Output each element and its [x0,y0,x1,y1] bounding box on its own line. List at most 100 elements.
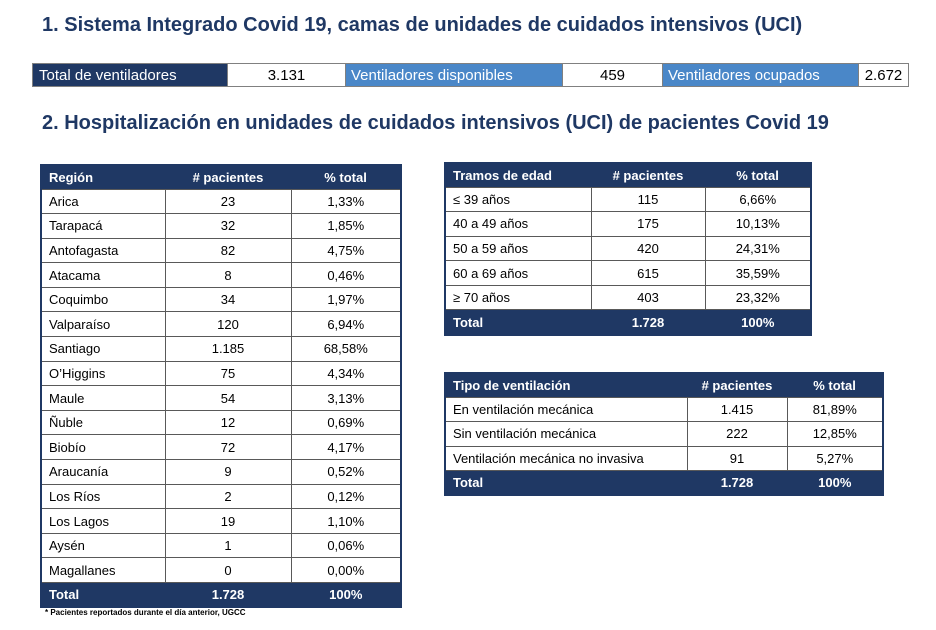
ventilator-summary-bar: Total de ventiladores 3.131 Ventiladores… [32,63,909,87]
total-cell: Total [40,582,166,608]
table-cell: 115 [590,186,706,213]
table-cell: En ventilación mecánica [444,396,688,423]
table-cell: 54 [164,385,292,411]
table-row: Araucanía 9 0,52% [40,459,402,485]
table-row: Sin ventilación mecánica 222 12,85% [444,421,884,447]
table-cell: 0,69% [290,409,402,436]
section2-title: 2. Hospitalización en unidades de cuidad… [42,112,829,134]
table-cell: 420 [590,235,706,262]
table-cell: 0,46% [290,262,402,288]
table-cell: O’Higgins [40,360,166,387]
occupied-ventilators-label: Ventiladores ocupados [663,64,859,86]
table-row: En ventilación mecánica 1.415 81,89% [444,396,884,423]
table-cell: 4,34% [290,360,402,387]
table-cell: Los Ríos [40,483,166,510]
table-cell: 24,31% [704,235,812,262]
table-cell: 175 [590,211,706,237]
table-cell: 82 [164,237,292,264]
table-cell: 0 [164,557,292,583]
column-header: Región [41,165,165,189]
table-cell: 5,27% [786,445,884,472]
table-cell: Sin ventilación mecánica [444,421,688,447]
table-row: O’Higgins 75 4,34% [40,360,402,387]
total-ventilators-value: 3.131 [228,64,346,86]
table-cell: 72 [164,434,292,461]
occupied-ventilators-value: 2.672 [864,66,903,84]
table-cell: 120 [164,311,292,338]
column-header: % total [705,163,811,187]
table-cell: ≤ 39 años [444,186,592,213]
column-header: # pacientes [591,163,705,187]
table-row: 50 a 59 años 420 24,31% [444,235,812,262]
table-row: Tarapacá 32 1,85% [40,213,402,239]
age-table: Tramos de edad # pacientes% total ≤ 39 año… [444,162,812,336]
table-cell: Ventilación mecánica no invasiva [444,445,688,472]
column-header: Tramos de edad [445,163,591,187]
table-cell: 32 [164,213,292,239]
table-cell: 91 [686,445,788,472]
table-cell: 23,32% [704,284,812,311]
table-cell: Santiago [40,336,166,362]
table-cell: 615 [590,260,706,286]
table-row: Biobío 72 4,17% [40,434,402,461]
table-row: Aysén 1 0,06% [40,532,402,559]
total-cell: Total [444,470,688,496]
table-cell: Aysén [40,532,166,559]
total-cell: 1.728 [686,470,788,496]
table-cell: 1,10% [290,508,402,534]
table-cell: 1,33% [290,188,402,215]
table-cell: 1.415 [686,396,788,423]
table-row: Magallanes 0 0,00% [40,557,402,583]
table-cell: 6,94% [290,311,402,338]
table-cell: 1 [164,532,292,559]
table-cell: ≥ 70 años [444,284,592,311]
table-cell: 12 [164,409,292,436]
table-cell: Valparaíso [40,311,166,338]
table-cell: 6,66% [704,186,812,213]
table-cell: 40 a 49 años [444,211,592,237]
table-cell: 4,17% [290,434,402,461]
table-row: Ñuble 12 0,69% [40,409,402,436]
table-row: ≤ 39 años 115 6,66% [444,186,812,213]
ventilation-table: Tipo de ventilación # pacientes% total En … [444,372,884,497]
table-row: Los Ríos 2 0,12% [40,483,402,510]
table-cell: 9 [164,459,292,485]
table-cell: 60 a 69 años [444,260,592,286]
total-row: Total 1.728 100% [40,582,402,608]
table-cell: 2 [164,483,292,510]
table-row: Los Lagos 19 1,10% [40,508,402,534]
table-cell: 0,52% [290,459,402,485]
table-cell: 3,13% [290,385,402,411]
section1-title: 1. Sistema Integrado Covid 19, camas de … [42,14,803,36]
table-cell: 1,85% [290,213,402,239]
table-row: Antofagasta 82 4,75% [40,237,402,264]
table-cell: Ñuble [40,409,166,436]
column-header: # pacientes [687,373,787,397]
table-cell: 8 [164,262,292,288]
total-cell: 100% [290,582,402,608]
available-ventilators-label: Ventiladores disponibles [346,64,563,86]
region-table: Región # pacientes% total Arica 23 1,33% Tara… [40,164,402,609]
available-ventilators-value: 459 [563,64,663,86]
table-row: Atacama 8 0,46% [40,262,402,288]
table-cell: 68,58% [290,336,402,362]
total-cell: 100% [704,309,812,336]
table-cell: 81,89% [786,396,884,423]
table-cell: 23 [164,188,292,215]
table-row: Ventilación mecánica no invasiva 91 5,27% [444,445,884,472]
table-cell: Araucanía [40,459,166,485]
column-header: # pacientes [165,165,291,189]
table-cell: 50 a 59 años [444,235,592,262]
total-cell: Total [444,309,592,336]
table-cell: Coquimbo [40,286,166,313]
total-row: Total 1.728 100% [444,470,884,496]
column-header: Tipo de ventilación [445,373,687,397]
table-row: 40 a 49 años 175 10,13% [444,211,812,237]
footnote: * Pacientes reportados durante el día an… [45,608,246,617]
table-row: Maule 54 3,13% [40,385,402,411]
table-cell: 34 [164,286,292,313]
table-header-row: Tramos de edad # pacientes% total [445,163,811,187]
table-cell: 0,06% [290,532,402,559]
table-cell: 222 [686,421,788,447]
table-row: Santiago 1.185 68,58% [40,336,402,362]
